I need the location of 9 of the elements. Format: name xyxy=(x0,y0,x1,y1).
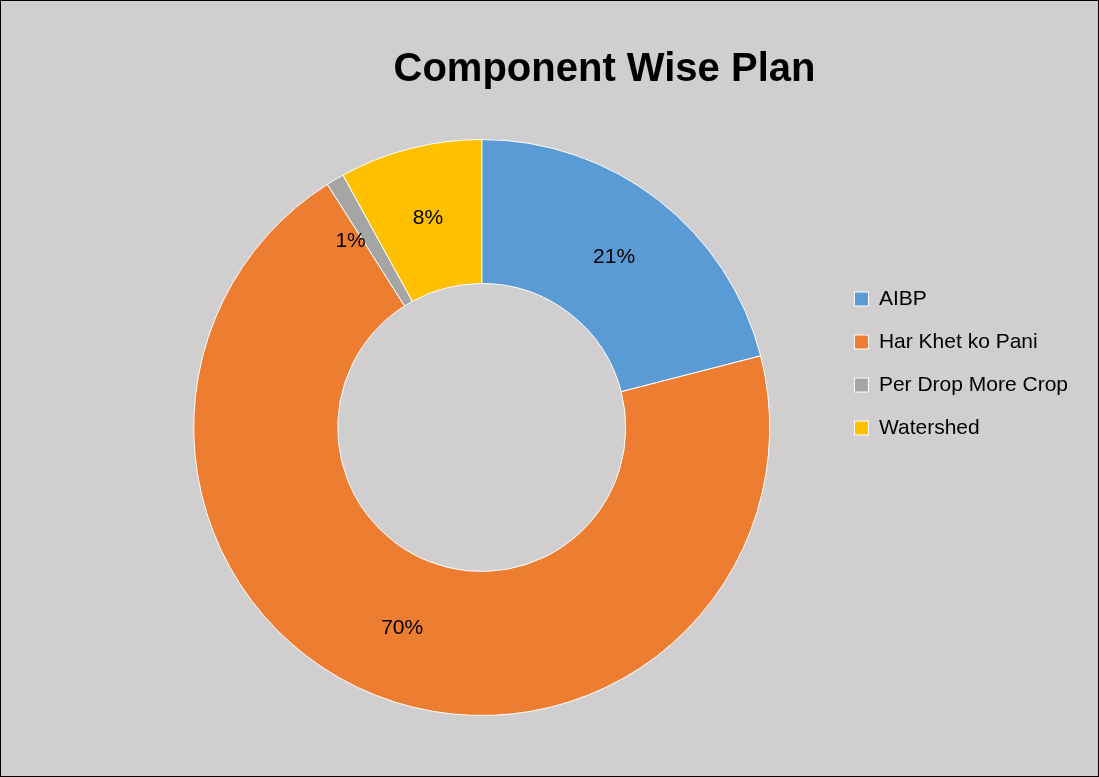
data-label: 70% xyxy=(381,615,424,639)
legend-label: Watershed xyxy=(878,414,980,438)
legend-label: AIBP xyxy=(878,285,927,309)
data-label: 21% xyxy=(593,243,636,267)
chart-title: Component Wise Plan xyxy=(393,45,816,90)
data-label: 1% xyxy=(335,228,366,252)
legend-label: Har Khet ko Pani xyxy=(878,328,1038,352)
legend-label: Per Drop More Crop xyxy=(878,371,1068,395)
data-label: 8% xyxy=(412,205,444,229)
